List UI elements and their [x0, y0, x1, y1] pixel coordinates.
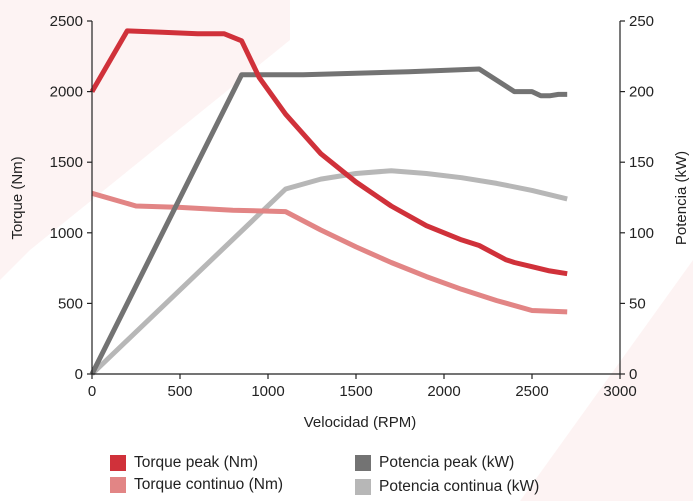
y-left-tick-label: 500	[58, 295, 83, 312]
x-tick-label: 1000	[251, 383, 284, 400]
series-line-potencia-peak	[89, 66, 568, 376]
y-left-tick-label: 1500	[50, 154, 83, 171]
x-tick-label: 2500	[515, 383, 548, 400]
series-line-torque-peak	[89, 28, 568, 277]
x-tick-label: 3000	[603, 383, 636, 400]
series-line-torque-continuo	[91, 190, 568, 315]
y-right-tick-label: 100	[629, 225, 654, 242]
legend-label-torque-continuo: Torque continuo (Nm)	[134, 476, 284, 493]
legend-item-torque-peak: Torque peak (Nm)	[110, 454, 258, 472]
y-right-tick-label: 50	[629, 295, 646, 312]
y-axis-title-right: Potencia (kW)	[673, 151, 690, 245]
legend-label-potencia-peak: Potencia peak (kW)	[379, 454, 515, 471]
legend-item-potencia-continua: Potencia continua (kW)	[355, 478, 539, 496]
x-tick-label: 0	[88, 383, 96, 400]
legend-swatch-torque-continuo	[110, 477, 126, 493]
x-tick-label: 1500	[339, 383, 372, 400]
y-right-tick-label: 200	[629, 84, 654, 101]
y-left-tick-label: 0	[75, 366, 83, 383]
y-right-tick-label: 150	[629, 154, 654, 171]
y-left-tick-label: 1000	[50, 225, 83, 242]
axes-layer: 0 500 1000 1500 2000 2500 30000500100015002000…	[50, 13, 654, 400]
legend-label-potencia-continua: Potencia continua (kW)	[379, 478, 540, 495]
x-tick-label: 2000	[427, 383, 460, 400]
y-right-tick-label: 250	[629, 13, 654, 30]
legend: Torque peak (Nm) Potencia peak (kW) Torq…	[110, 452, 630, 500]
legend-swatch-potencia-peak	[355, 455, 371, 471]
y-right-tick-label: 0	[629, 366, 637, 383]
x-tick-label: 500	[167, 383, 192, 400]
y-left-tick-label: 2000	[50, 84, 83, 101]
legend-swatch-torque-peak	[110, 455, 126, 471]
series-layer	[89, 28, 568, 376]
legend-swatch-potencia-continua	[355, 479, 371, 495]
y-left-tick-label: 2500	[50, 13, 83, 30]
x-axis-title: Velocidad (RPM)	[304, 414, 417, 431]
legend-item-torque-continuo: Torque continuo (Nm)	[110, 476, 283, 494]
series-line-potencia-continua	[90, 168, 568, 376]
y-axis-title-left: Torque (Nm)	[9, 156, 26, 239]
legend-label-torque-peak: Torque peak (Nm)	[134, 454, 259, 471]
legend-item-potencia-peak: Potencia peak (kW)	[355, 454, 514, 472]
